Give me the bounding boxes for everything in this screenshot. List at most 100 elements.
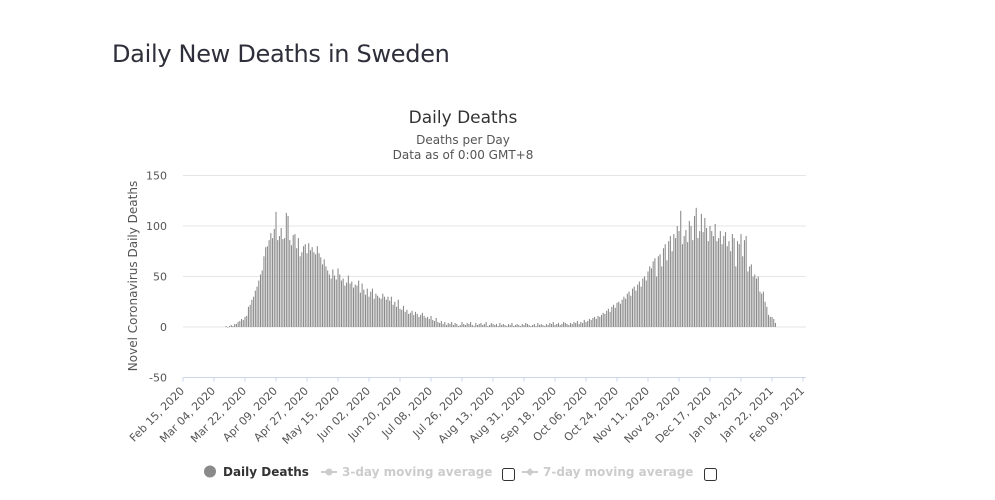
bar	[600, 314, 603, 327]
legend-item-daily-deaths[interactable]: Daily Deaths	[223, 465, 309, 479]
bar	[618, 301, 620, 327]
bar	[280, 228, 282, 327]
bar	[425, 317, 427, 327]
bar	[321, 264, 324, 327]
bar	[626, 293, 628, 327]
bar	[445, 324, 448, 327]
bar	[332, 269, 334, 327]
bar	[439, 322, 441, 327]
bar	[228, 325, 231, 327]
legend-item-3day-average[interactable]: 3-day moving average	[342, 465, 492, 479]
bar	[483, 323, 485, 327]
bar	[495, 323, 497, 327]
bar	[363, 289, 365, 327]
bar	[464, 324, 466, 327]
bar	[433, 320, 435, 327]
bar	[461, 321, 463, 327]
bar	[762, 291, 764, 327]
bar	[771, 316, 773, 327]
bar	[423, 315, 425, 327]
bar	[258, 280, 260, 327]
bar	[532, 324, 534, 327]
bar	[676, 226, 678, 327]
bar	[389, 300, 391, 327]
bar	[323, 259, 325, 327]
bar	[511, 322, 513, 327]
bar	[752, 276, 754, 327]
bar	[421, 312, 423, 327]
bar	[347, 275, 349, 327]
bar	[547, 324, 549, 327]
bar	[432, 319, 434, 327]
bar	[590, 319, 592, 327]
legend-7day-checkbox[interactable]	[704, 468, 717, 481]
bar	[630, 295, 632, 327]
bar	[475, 322, 477, 327]
bar	[552, 321, 554, 327]
bar	[664, 244, 666, 327]
bar	[270, 233, 272, 327]
bar	[256, 286, 258, 327]
bar	[647, 271, 649, 327]
y-tick-label: 50	[153, 271, 167, 284]
bar	[535, 325, 537, 327]
bar	[413, 314, 415, 327]
bar	[554, 324, 556, 327]
bar	[265, 247, 267, 327]
bar	[773, 318, 775, 327]
bar	[644, 276, 646, 327]
bar	[681, 244, 683, 327]
bar	[755, 278, 758, 327]
bar	[582, 322, 584, 327]
bar	[638, 281, 640, 327]
bar	[378, 297, 380, 327]
bar	[709, 226, 711, 327]
legend-3day-checkbox[interactable]	[502, 468, 515, 481]
bar	[394, 301, 396, 327]
bar	[712, 236, 714, 327]
bar	[523, 324, 525, 327]
bar	[697, 238, 699, 327]
bar	[349, 283, 351, 327]
bar	[311, 247, 313, 327]
bar	[721, 244, 723, 327]
bar	[683, 236, 685, 327]
bar	[294, 234, 296, 327]
bar	[669, 236, 671, 327]
bar	[428, 318, 430, 327]
bar	[707, 241, 709, 327]
bar	[640, 286, 642, 327]
bar	[463, 323, 465, 327]
bar	[435, 317, 437, 327]
bar	[327, 270, 329, 327]
bar	[442, 323, 444, 327]
bar	[735, 266, 737, 327]
bar	[616, 302, 618, 327]
bar	[768, 314, 770, 327]
bar	[613, 304, 615, 327]
bar	[247, 306, 249, 327]
bar	[354, 284, 356, 327]
bar	[571, 323, 573, 327]
bar	[408, 313, 410, 327]
legend: Daily Deaths 3-day moving average 7-day mo…	[204, 465, 717, 481]
bar	[714, 223, 716, 327]
chart-subtitle-line-2: Data as of 0:00 GMT+8	[393, 148, 534, 162]
legend-item-7day-average[interactable]: 7-day moving average	[543, 465, 693, 479]
bar	[340, 280, 342, 327]
bar	[440, 320, 442, 327]
bar	[659, 254, 661, 327]
bar	[609, 311, 611, 327]
bar	[650, 268, 652, 327]
bar	[742, 256, 744, 327]
bar	[749, 266, 751, 327]
bar	[396, 306, 398, 327]
bar	[569, 322, 572, 327]
bar	[356, 285, 358, 327]
bar	[542, 324, 544, 327]
bar	[346, 282, 348, 327]
bar	[414, 311, 417, 327]
bar	[526, 323, 528, 327]
